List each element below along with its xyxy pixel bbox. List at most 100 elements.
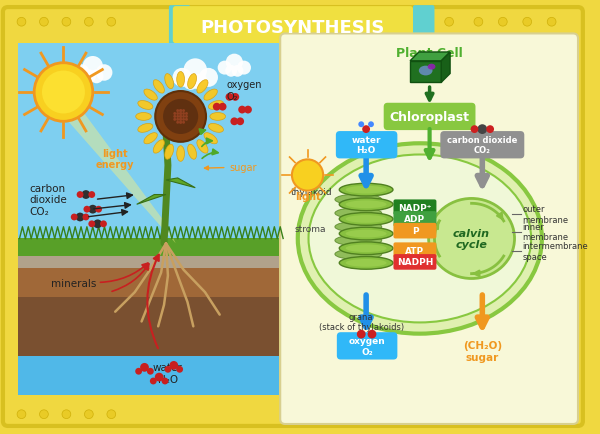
Text: Chloroplast: Chloroplast bbox=[389, 111, 470, 124]
FancyBboxPatch shape bbox=[394, 212, 436, 227]
Ellipse shape bbox=[335, 194, 382, 205]
FancyBboxPatch shape bbox=[440, 132, 524, 159]
Ellipse shape bbox=[346, 245, 386, 253]
Circle shape bbox=[82, 70, 96, 84]
Circle shape bbox=[176, 113, 179, 116]
Ellipse shape bbox=[153, 140, 164, 154]
Circle shape bbox=[77, 192, 83, 198]
Text: oxygen
O₂: oxygen O₂ bbox=[349, 336, 385, 356]
Ellipse shape bbox=[346, 216, 386, 224]
Ellipse shape bbox=[165, 145, 173, 160]
Circle shape bbox=[474, 410, 483, 419]
Text: calvin
cycle: calvin cycle bbox=[453, 228, 490, 250]
Circle shape bbox=[182, 116, 185, 118]
FancyBboxPatch shape bbox=[17, 297, 279, 356]
Ellipse shape bbox=[335, 249, 382, 260]
Ellipse shape bbox=[153, 80, 164, 94]
Text: water
H₂O: water H₂O bbox=[153, 362, 183, 384]
FancyBboxPatch shape bbox=[394, 224, 436, 239]
Circle shape bbox=[179, 113, 182, 116]
Circle shape bbox=[218, 62, 232, 76]
Ellipse shape bbox=[346, 186, 386, 194]
Ellipse shape bbox=[346, 230, 386, 238]
Circle shape bbox=[185, 118, 188, 122]
Text: PHOTOSYNTHESIS: PHOTOSYNTHESIS bbox=[201, 19, 385, 36]
Circle shape bbox=[88, 192, 95, 198]
Ellipse shape bbox=[339, 198, 393, 211]
Text: carbon
dioxide
CO₂: carbon dioxide CO₂ bbox=[29, 184, 67, 217]
Circle shape bbox=[199, 69, 218, 88]
Text: light: light bbox=[295, 191, 320, 201]
Circle shape bbox=[445, 18, 454, 27]
Ellipse shape bbox=[177, 72, 185, 88]
Ellipse shape bbox=[339, 213, 393, 226]
Text: NADPH: NADPH bbox=[397, 258, 433, 267]
Circle shape bbox=[292, 160, 323, 191]
Circle shape bbox=[173, 113, 176, 116]
Ellipse shape bbox=[197, 140, 208, 154]
Circle shape bbox=[179, 118, 182, 122]
Circle shape bbox=[96, 65, 112, 82]
Circle shape bbox=[547, 410, 556, 419]
Circle shape bbox=[470, 126, 478, 134]
Ellipse shape bbox=[208, 124, 223, 133]
Circle shape bbox=[71, 214, 77, 221]
Circle shape bbox=[182, 110, 185, 113]
Text: P: P bbox=[412, 227, 418, 236]
Circle shape bbox=[445, 410, 454, 419]
FancyBboxPatch shape bbox=[17, 239, 279, 256]
FancyBboxPatch shape bbox=[173, 7, 413, 44]
Ellipse shape bbox=[136, 113, 151, 121]
Circle shape bbox=[83, 206, 91, 213]
Ellipse shape bbox=[419, 66, 433, 76]
Circle shape bbox=[40, 18, 49, 27]
Ellipse shape bbox=[204, 90, 217, 101]
Circle shape bbox=[163, 100, 198, 135]
Circle shape bbox=[230, 118, 238, 126]
FancyBboxPatch shape bbox=[280, 34, 578, 424]
Text: oxygen
O₂: oxygen O₂ bbox=[227, 80, 262, 102]
Ellipse shape bbox=[204, 133, 217, 145]
Circle shape bbox=[478, 125, 487, 135]
Circle shape bbox=[185, 116, 188, 118]
Circle shape bbox=[82, 191, 91, 200]
Circle shape bbox=[155, 373, 164, 381]
FancyBboxPatch shape bbox=[383, 104, 475, 131]
Circle shape bbox=[100, 221, 107, 228]
Polygon shape bbox=[410, 62, 442, 83]
Polygon shape bbox=[442, 53, 450, 83]
Circle shape bbox=[173, 118, 176, 122]
Circle shape bbox=[62, 410, 71, 419]
Circle shape bbox=[85, 410, 93, 419]
Text: grana
(stack of thylakoids): grana (stack of thylakoids) bbox=[319, 312, 404, 332]
Ellipse shape bbox=[428, 65, 436, 70]
Circle shape bbox=[179, 113, 182, 116]
Text: thylakoid: thylakoid bbox=[290, 187, 332, 197]
Circle shape bbox=[173, 116, 176, 118]
Circle shape bbox=[368, 330, 376, 339]
Circle shape bbox=[85, 18, 93, 27]
Circle shape bbox=[237, 62, 251, 76]
Ellipse shape bbox=[298, 144, 542, 334]
Ellipse shape bbox=[197, 80, 208, 94]
Circle shape bbox=[95, 206, 102, 213]
Circle shape bbox=[17, 410, 26, 419]
Circle shape bbox=[185, 113, 188, 116]
Text: stroma: stroma bbox=[295, 225, 326, 233]
Ellipse shape bbox=[188, 145, 197, 160]
Polygon shape bbox=[410, 53, 450, 62]
Ellipse shape bbox=[165, 75, 173, 89]
Circle shape bbox=[89, 70, 104, 84]
Ellipse shape bbox=[188, 75, 197, 89]
Circle shape bbox=[179, 116, 182, 118]
Circle shape bbox=[182, 118, 185, 122]
Text: (CH₂O)
sugar: (CH₂O) sugar bbox=[463, 340, 502, 362]
Circle shape bbox=[179, 110, 182, 113]
FancyBboxPatch shape bbox=[394, 200, 436, 216]
Circle shape bbox=[179, 118, 182, 122]
Circle shape bbox=[244, 106, 252, 114]
Text: intermembrane
space: intermembrane space bbox=[523, 242, 588, 261]
FancyBboxPatch shape bbox=[3, 8, 583, 426]
FancyBboxPatch shape bbox=[394, 254, 436, 270]
FancyBboxPatch shape bbox=[169, 6, 190, 47]
